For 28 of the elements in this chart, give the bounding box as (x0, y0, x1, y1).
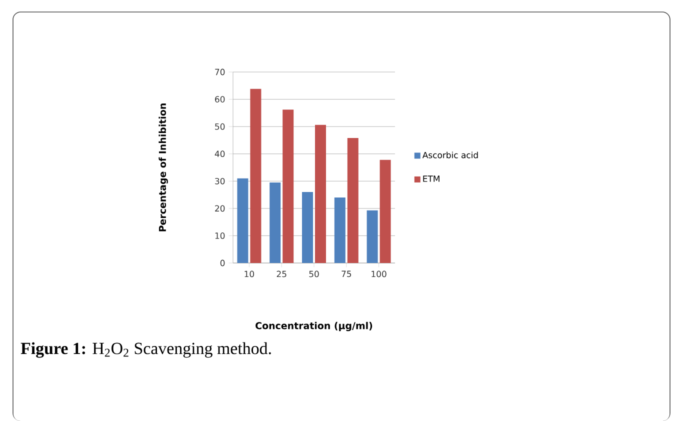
bar (334, 198, 346, 263)
x-axis-title: Concentration (µg/ml) (256, 322, 372, 332)
y-tick-label: 0 (220, 260, 225, 266)
bar (366, 210, 378, 263)
bar (282, 110, 294, 263)
y-tick-label: 40 (214, 150, 225, 158)
x-tick-label: 10 (244, 270, 254, 278)
y-tick-label: 50 (215, 123, 225, 130)
bar (302, 192, 314, 263)
bar (347, 138, 358, 263)
bar (315, 124, 326, 263)
bar (250, 88, 262, 263)
x-tick-label: 75 (342, 270, 352, 278)
bar (380, 160, 391, 263)
y-tick-label: 20 (215, 205, 225, 212)
legend-label: ETM (423, 176, 440, 182)
bar (237, 178, 248, 263)
bar (270, 182, 281, 263)
y-tick-label: 30 (215, 178, 225, 184)
x-tick-label: 50 (309, 270, 319, 278)
text: Figure 1: H$_{2}$O$_{2}$ Scavenging method. (20, 342, 271, 358)
y-tick-label: 70 (215, 68, 225, 76)
y-tick-label: 60 (215, 96, 225, 102)
x-tick-label: 100 (372, 270, 386, 278)
y-tick-label: 10 (215, 232, 225, 239)
x-tick-label: 25 (276, 270, 286, 278)
legend-label: Ascorbic acid (422, 152, 478, 158)
y-axis-title: Percentage of Inhibition (158, 104, 168, 232)
